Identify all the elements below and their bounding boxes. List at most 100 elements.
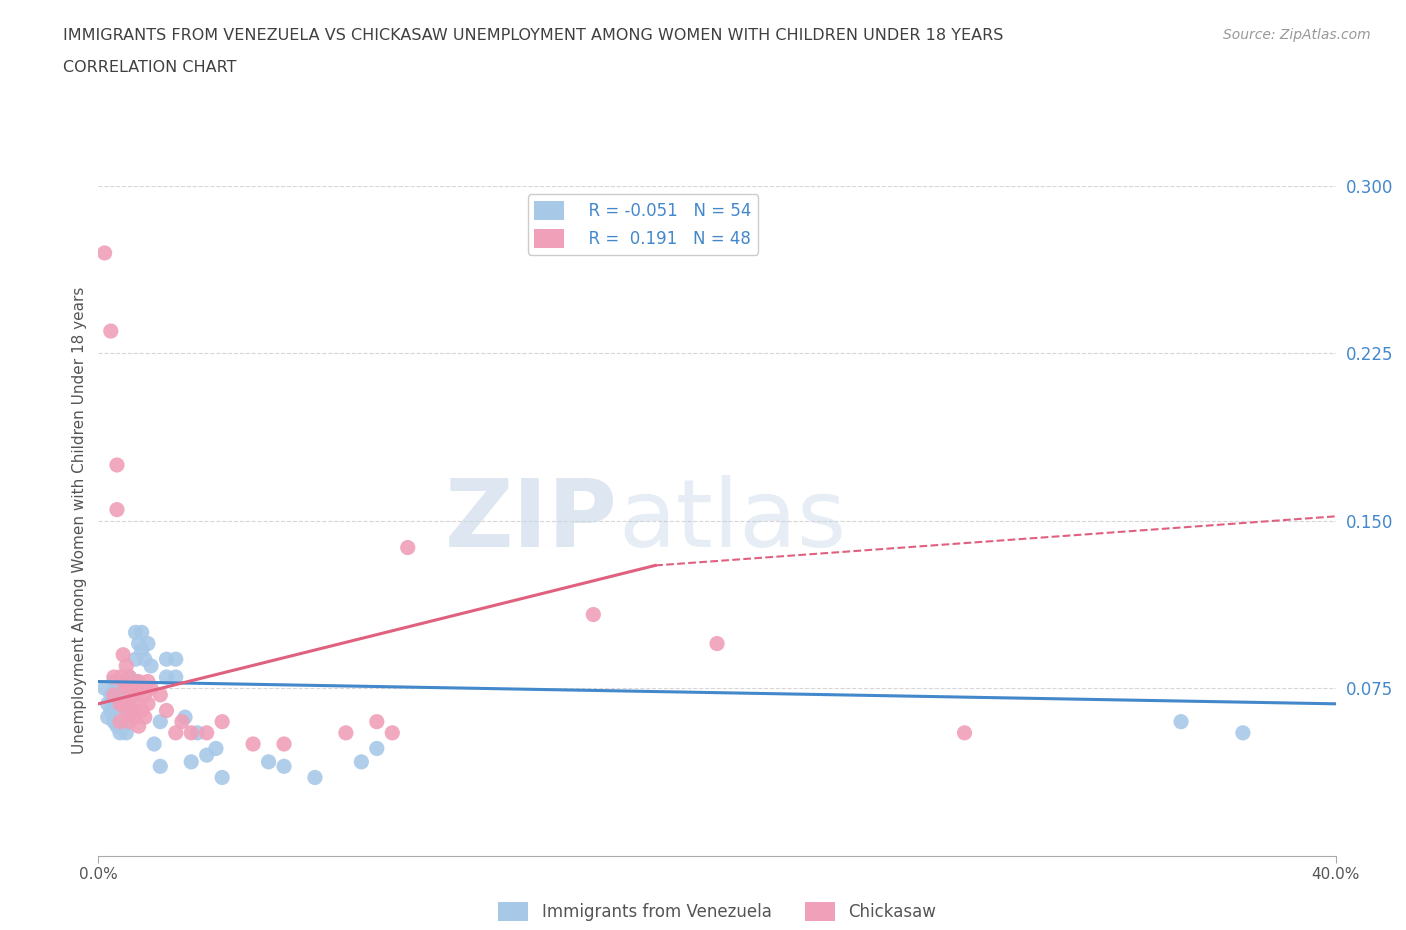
Point	[108, 670, 131, 684]
Point	[115, 703, 138, 718]
Text: ZIP: ZIP	[446, 475, 619, 566]
Y-axis label: Unemployment Among Women with Children Under 18 years: Unemployment Among Women with Children U…	[72, 287, 87, 754]
Point	[93, 681, 115, 696]
Point	[105, 719, 128, 734]
Text: Source: ZipAtlas.com: Source: ZipAtlas.com	[1223, 28, 1371, 42]
Point	[257, 754, 280, 769]
Point	[155, 652, 177, 667]
Point	[136, 674, 159, 689]
Point	[131, 703, 153, 718]
Point	[170, 714, 193, 729]
Point	[706, 636, 728, 651]
Point	[97, 697, 120, 711]
Point	[366, 714, 388, 729]
Point	[115, 703, 138, 718]
Point	[118, 692, 141, 707]
Point	[108, 703, 131, 718]
Point	[165, 652, 187, 667]
Point	[124, 710, 146, 724]
Point	[143, 737, 166, 751]
Point	[100, 703, 122, 718]
Point	[205, 741, 228, 756]
Point	[136, 636, 159, 651]
Point	[112, 674, 135, 689]
Point	[186, 725, 208, 740]
Point	[134, 687, 156, 702]
Point	[128, 719, 150, 734]
Point	[108, 714, 131, 729]
Point	[118, 692, 141, 707]
Point	[131, 625, 153, 640]
Point	[108, 725, 131, 740]
Point	[112, 697, 135, 711]
Point	[112, 697, 135, 711]
Point	[128, 697, 150, 711]
Point	[103, 687, 125, 702]
Point	[273, 759, 295, 774]
Point	[174, 710, 197, 724]
Point	[165, 670, 187, 684]
Point	[124, 625, 146, 640]
Point	[100, 324, 122, 339]
Point	[97, 710, 120, 724]
Point	[136, 697, 159, 711]
Point	[121, 681, 143, 696]
Point	[103, 692, 125, 707]
Point	[121, 703, 143, 718]
Point	[134, 652, 156, 667]
Point	[381, 725, 404, 740]
Point	[105, 697, 128, 711]
Point	[124, 674, 146, 689]
Point	[180, 754, 202, 769]
Point	[93, 246, 115, 260]
Text: CORRELATION CHART: CORRELATION CHART	[63, 60, 236, 75]
Text: IMMIGRANTS FROM VENEZUELA VS CHICKASAW UNEMPLOYMENT AMONG WOMEN WITH CHILDREN UN: IMMIGRANTS FROM VENEZUELA VS CHICKASAW U…	[63, 28, 1004, 43]
Point	[108, 687, 131, 702]
Point	[335, 725, 357, 740]
Point	[1170, 714, 1192, 729]
Point	[118, 714, 141, 729]
Point	[103, 714, 125, 729]
Point	[112, 674, 135, 689]
Point	[103, 674, 125, 689]
Point	[100, 687, 122, 702]
Point	[108, 697, 131, 711]
Point	[124, 687, 146, 702]
Point	[195, 748, 218, 763]
Point	[115, 681, 138, 696]
Point	[118, 670, 141, 684]
Point	[124, 652, 146, 667]
Point	[112, 719, 135, 734]
Point	[211, 714, 233, 729]
Point	[131, 643, 153, 658]
Legend: Immigrants from Venezuela, Chickasaw: Immigrants from Venezuela, Chickasaw	[492, 895, 942, 927]
Point	[953, 725, 976, 740]
Point	[366, 741, 388, 756]
Point	[105, 458, 128, 472]
Point	[131, 681, 153, 696]
Point	[149, 687, 172, 702]
Point	[121, 681, 143, 696]
Point	[112, 647, 135, 662]
Point	[134, 710, 156, 724]
Point	[115, 658, 138, 673]
Point	[273, 737, 295, 751]
Point	[118, 714, 141, 729]
Point	[128, 674, 150, 689]
Point	[180, 725, 202, 740]
Point	[155, 670, 177, 684]
Point	[350, 754, 373, 769]
Point	[139, 658, 162, 673]
Point	[242, 737, 264, 751]
Point	[115, 681, 138, 696]
Point	[582, 607, 605, 622]
Point	[118, 670, 141, 684]
Point	[105, 502, 128, 517]
Point	[128, 636, 150, 651]
Text: atlas: atlas	[619, 475, 846, 566]
Point	[115, 725, 138, 740]
Point	[155, 703, 177, 718]
Point	[121, 703, 143, 718]
Point	[1232, 725, 1254, 740]
Point	[105, 681, 128, 696]
